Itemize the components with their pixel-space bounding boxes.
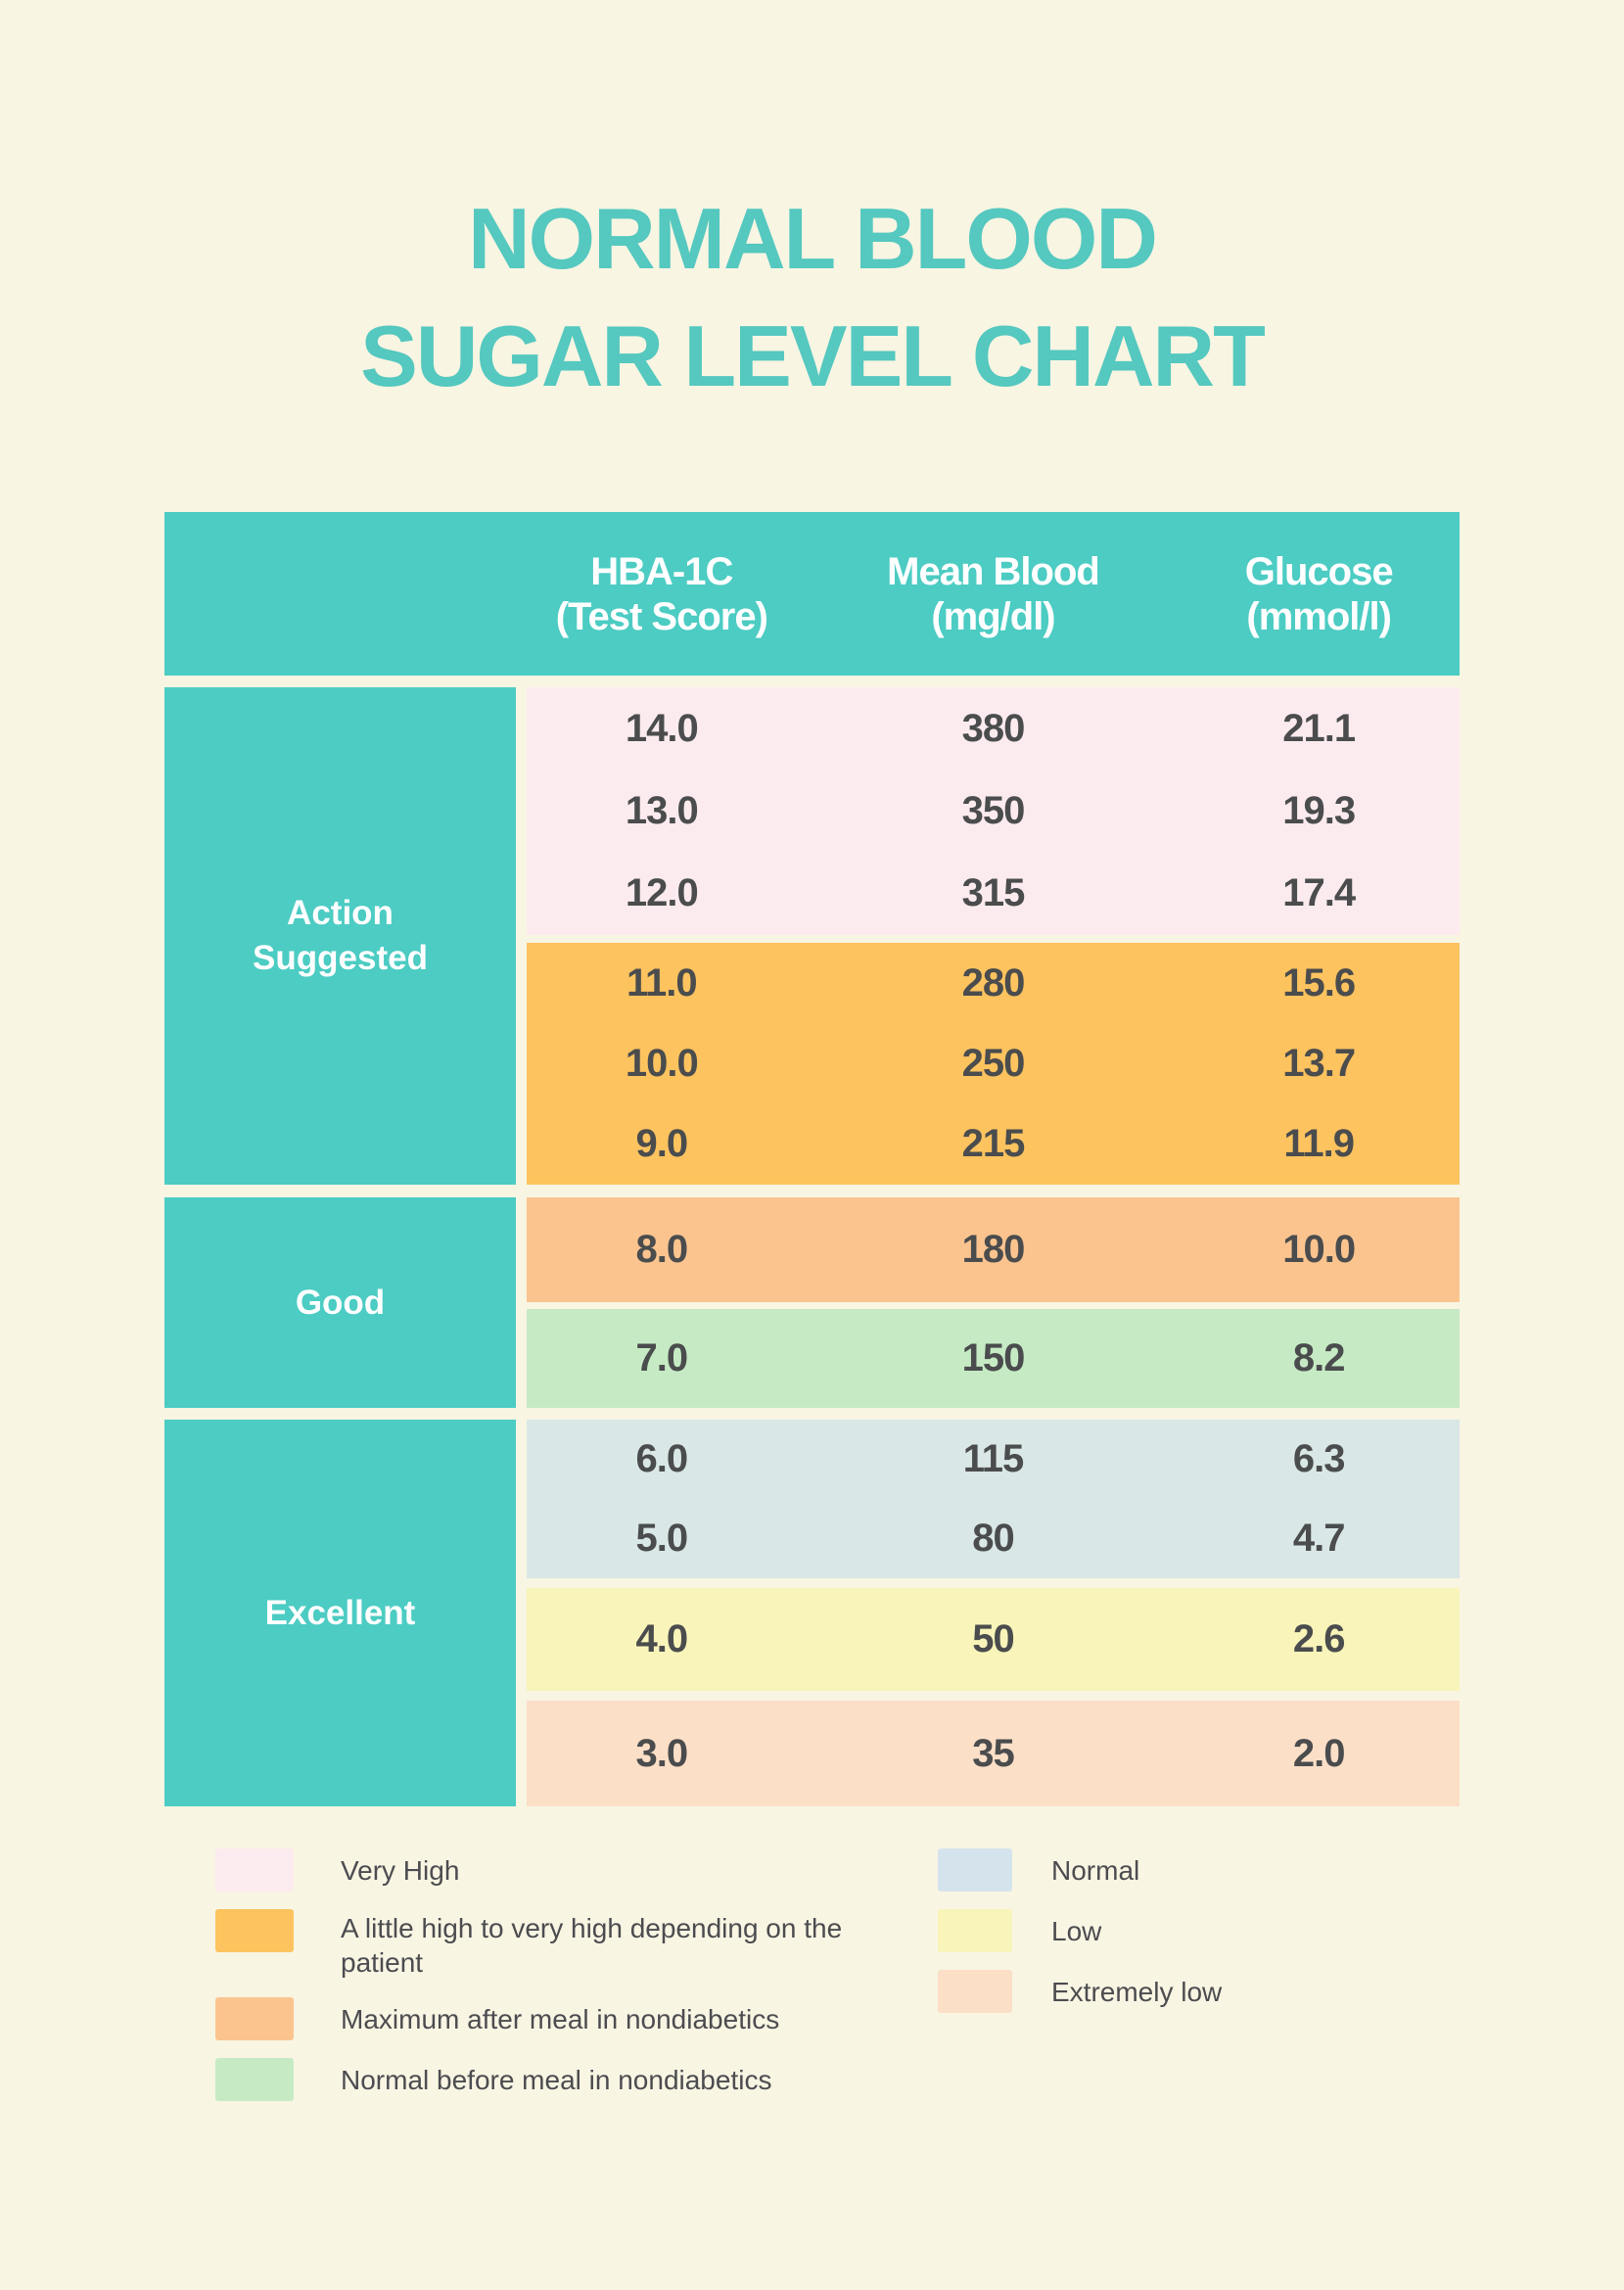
normal-before-meal-swatch xyxy=(215,2058,294,2101)
low-swatch xyxy=(938,1909,1012,1952)
value-cell: 10.0 xyxy=(1282,1228,1356,1271)
table-header: HBA-1C (Test Score) Mean Blood (mg/dl) G… xyxy=(164,512,1460,676)
legend-item-normal: Normal xyxy=(938,1848,1447,1892)
value-cell: 50 xyxy=(972,1617,1014,1660)
legend-column-right: Normal Low Extremely low xyxy=(938,1848,1447,2119)
page-title-line1: NORMAL BLOOD xyxy=(468,190,1158,287)
legend: Very High A little high to very high dep… xyxy=(215,1848,1468,2119)
value-cell: 4.7 xyxy=(1292,1517,1346,1560)
value-cell: 8.0 xyxy=(635,1228,689,1271)
table-row: 12.0 315 17.4 xyxy=(527,853,1460,935)
legend-label: Low xyxy=(1051,1915,1102,1946)
value-cell: 5.0 xyxy=(635,1517,689,1560)
section-excellent: Excellent 6.0 115 6.3 5.0 80 4.7 xyxy=(164,1420,1460,1806)
table-row: 10.0 250 13.7 xyxy=(527,1023,1460,1103)
legend-label: A little high to very high depending on … xyxy=(341,1913,843,1978)
page-title-line2: SUGAR LEVEL CHART xyxy=(360,307,1266,404)
value-cell: 17.4 xyxy=(1282,871,1356,915)
value-cell: 10.0 xyxy=(625,1041,699,1085)
legend-item-normal-before-meal: Normal before meal in nondiabetics xyxy=(215,2058,938,2101)
value-cell: 3.0 xyxy=(635,1731,689,1775)
value-cell: 2.0 xyxy=(1292,1731,1346,1775)
column-header-hba1c: HBA-1C (Test Score) xyxy=(555,549,768,638)
value-cell: 19.3 xyxy=(1282,788,1356,832)
value-cell: 180 xyxy=(961,1228,1026,1271)
value-cell: 280 xyxy=(961,960,1026,1005)
value-cell: 6.0 xyxy=(635,1437,689,1480)
column-header-mean-blood: Mean Blood (mg/dl) xyxy=(887,549,1100,638)
table-row: 6.0 115 6.3 xyxy=(527,1420,1460,1499)
very-high-swatch xyxy=(215,1848,294,1892)
value-cell: 21.1 xyxy=(1282,706,1356,750)
value-cell: 350 xyxy=(961,788,1026,832)
table-row: 9.0 215 11.9 xyxy=(527,1104,1460,1185)
value-cell: 9.0 xyxy=(635,1122,689,1166)
section-label-excellent: Excellent xyxy=(164,1420,516,1806)
value-cell: 35 xyxy=(972,1731,1014,1775)
value-cell: 2.6 xyxy=(1292,1617,1346,1660)
value-cell: 4.0 xyxy=(635,1617,689,1660)
legend-item-extremely-low: Extremely low xyxy=(938,1970,1447,2013)
table-row: 5.0 80 4.7 xyxy=(527,1499,1460,1578)
table-header-columns: HBA-1C (Test Score) Mean Blood (mg/dl) G… xyxy=(527,512,1460,676)
table-row: 11.0 280 15.6 xyxy=(527,943,1460,1023)
value-cell: 11.0 xyxy=(626,960,698,1005)
legend-item-little-high: A little high to very high depending on … xyxy=(215,1909,938,1980)
max-after-meal-swatch xyxy=(215,1997,294,2040)
section-action-suggested: Action Suggested 14.0 380 21.1 13.0 350 … xyxy=(164,687,1460,1185)
legend-label: Normal xyxy=(1051,1854,1140,1886)
value-cell: 80 xyxy=(972,1517,1014,1560)
legend-item-low: Low xyxy=(938,1909,1447,1952)
extremely-low-swatch xyxy=(938,1970,1012,2013)
value-cell: 13.0 xyxy=(625,788,699,832)
blood-sugar-table: HBA-1C (Test Score) Mean Blood (mg/dl) G… xyxy=(164,512,1460,1806)
value-cell: 13.7 xyxy=(1282,1041,1356,1085)
table-row: 7.0 150 8.2 xyxy=(527,1309,1460,1408)
legend-item-max-after-meal: Maximum after meal in nondiabetics xyxy=(215,1997,938,2040)
block-very-high: 14.0 380 21.1 13.0 350 19.3 12.0 315 17.… xyxy=(527,687,1460,935)
legend-item-very-high: Very High xyxy=(215,1848,938,1892)
table-row: 13.0 350 19.3 xyxy=(527,770,1460,852)
value-cell: 7.0 xyxy=(635,1336,689,1379)
legend-column-left: Very High A little high to very high dep… xyxy=(215,1848,938,2119)
value-cell: 14.0 xyxy=(625,706,699,750)
value-cell: 315 xyxy=(961,871,1026,915)
value-cell: 215 xyxy=(961,1122,1026,1166)
value-cell: 380 xyxy=(961,706,1026,750)
legend-label: Very High xyxy=(341,1854,460,1886)
block-extremely-low: 3.0 35 2.0 xyxy=(527,1701,1460,1806)
value-cell: 12.0 xyxy=(625,871,699,915)
table-header-spacer xyxy=(164,512,527,676)
value-cell: 11.9 xyxy=(1283,1122,1355,1166)
block-normal: 6.0 115 6.3 5.0 80 4.7 xyxy=(527,1420,1460,1578)
page-title: NORMAL BLOOD SUGAR LEVEL CHART xyxy=(0,180,1624,415)
block-low: 4.0 50 2.6 xyxy=(527,1588,1460,1691)
legend-label: Extremely low xyxy=(1051,1976,1223,2007)
value-cell: 115 xyxy=(962,1437,1025,1480)
table-row: 8.0 180 10.0 xyxy=(527,1197,1460,1302)
normal-swatch xyxy=(938,1848,1012,1892)
block-max-after-meal: 8.0 180 10.0 xyxy=(527,1197,1460,1302)
table-row: 4.0 50 2.6 xyxy=(527,1588,1460,1691)
block-normal-before-meal: 7.0 150 8.2 xyxy=(527,1309,1460,1408)
block-little-high: 11.0 280 15.6 10.0 250 13.7 9.0 215 11.9 xyxy=(527,943,1460,1185)
value-cell: 250 xyxy=(961,1041,1026,1085)
value-cell: 8.2 xyxy=(1292,1336,1346,1379)
legend-label: Maximum after meal in nondiabetics xyxy=(341,2003,780,2034)
table-row: 3.0 35 2.0 xyxy=(527,1701,1460,1806)
value-cell: 6.3 xyxy=(1292,1437,1346,1480)
table-row: 14.0 380 21.1 xyxy=(527,687,1460,770)
column-header-glucose: Glucose (mmol/l) xyxy=(1244,549,1394,638)
section-label-good: Good xyxy=(164,1197,516,1408)
little-high-swatch xyxy=(215,1909,294,1952)
legend-label: Normal before meal in nondiabetics xyxy=(341,2064,772,2095)
section-good: Good 8.0 180 10.0 7.0 150 8.2 xyxy=(164,1197,1460,1408)
value-cell: 15.6 xyxy=(1282,960,1356,1005)
value-cell: 150 xyxy=(961,1336,1026,1379)
section-label-action-suggested: Action Suggested xyxy=(164,687,516,1185)
